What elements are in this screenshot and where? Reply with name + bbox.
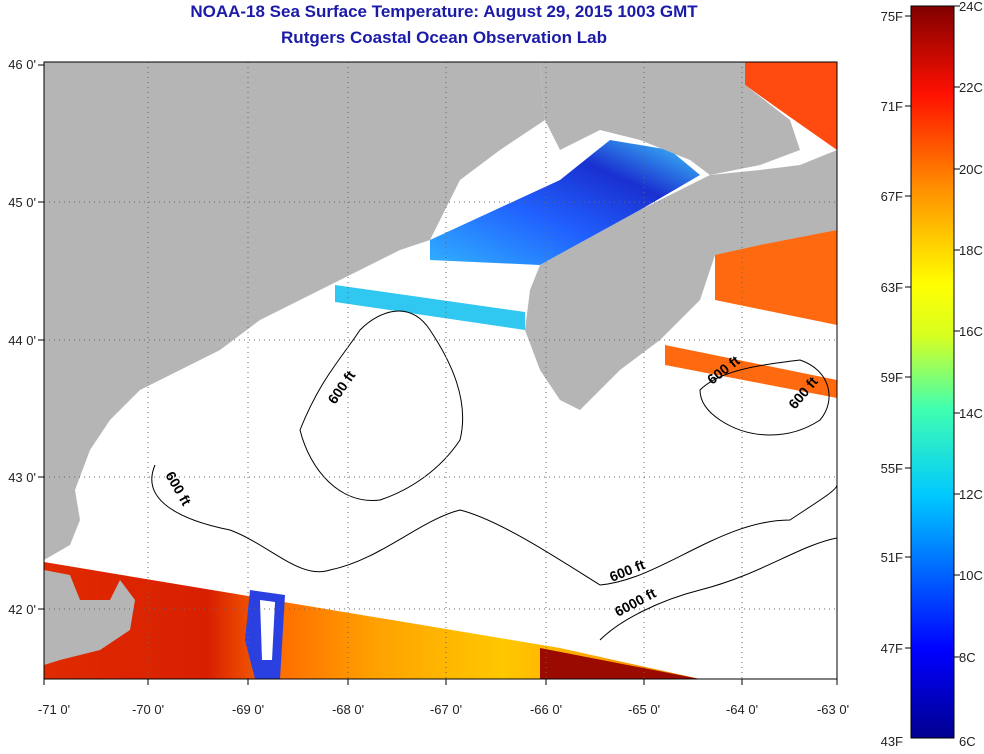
colorbar-f-label: 71F <box>881 99 903 114</box>
x-tick-label: -64 0' <box>726 702 758 717</box>
y-tick-label: 43 0' <box>8 470 36 485</box>
colorbar-f-label: 75F <box>881 9 903 24</box>
sst-swath-band <box>335 285 525 330</box>
colorbar-c-label: 6C <box>959 734 976 749</box>
colorbar-f-label: 47F <box>881 641 903 656</box>
x-tick-label: -65 0' <box>628 702 660 717</box>
sst-swath-east <box>665 345 837 398</box>
contour-600ft-main <box>151 464 837 586</box>
colorbar-c-label: 20C <box>959 162 983 177</box>
colorbar-c-label: 14C <box>959 406 983 421</box>
sst-cloud-gap <box>260 600 275 660</box>
land-new-brunswick <box>540 62 800 175</box>
sst-northeast <box>745 62 837 150</box>
x-tick-label: -66 0' <box>530 702 562 717</box>
colorbar-c-label: 24C <box>959 0 983 14</box>
colorbar-c-label: 10C <box>959 568 983 583</box>
bathymetry-contours <box>151 310 837 641</box>
x-tick-label: -69 0' <box>232 702 264 717</box>
colorbar-f-label: 51F <box>881 550 903 565</box>
y-tick-label: 45 0' <box>8 195 36 210</box>
colorbar-c-label: 18C <box>959 243 983 258</box>
x-tick-label: -70 0' <box>132 702 164 717</box>
contour-600ft-basin <box>299 310 464 501</box>
colorbar-f-label: 43F <box>881 734 903 749</box>
colorbar-f-label: 59F <box>881 370 903 385</box>
y-tick-label: 42 0' <box>8 602 36 617</box>
colorbar-c-label: 22C <box>959 80 983 95</box>
plot-frame <box>43 61 838 680</box>
contour-6000ft <box>599 537 837 641</box>
colorbar-c-label: 12C <box>959 487 983 502</box>
land-new-england <box>44 62 545 560</box>
land-nova-scotia <box>525 150 837 410</box>
map-subtitle: Rutgers Coastal Ocean Observation Lab <box>281 28 607 47</box>
map-plot-area: 600 ft 600 ft 600 ft 600 ft 600 ft 6000 … <box>44 62 837 679</box>
colorbar-c-label: 8C <box>959 650 976 665</box>
contour-600ft-east <box>699 359 830 436</box>
sst-swath-south <box>44 562 700 679</box>
sst-nova-scotia-shelf <box>715 230 837 325</box>
colorbar: 75F 71F 67F 63F 59F 55F 51F 47F 43F 24C … <box>881 0 983 749</box>
land-cape-cod <box>44 570 135 665</box>
x-tick-label: -71 0' <box>38 702 70 717</box>
sst-warm-patch <box>540 648 700 679</box>
x-tick-label: -67 0' <box>430 702 462 717</box>
x-tick-label: -63 0' <box>817 702 849 717</box>
y-tick-label: 46 0' <box>8 57 36 72</box>
x-tick-label: -68 0' <box>332 702 364 717</box>
y-axis: 46 0' 45 0' 44 0' 43 0' 42 0' <box>8 57 44 617</box>
colorbar-f-label: 55F <box>881 461 903 476</box>
colorbar-f-label: 63F <box>881 280 903 295</box>
colorbar-c-label: 16C <box>959 324 983 339</box>
graticule <box>44 62 837 679</box>
y-tick-label: 44 0' <box>8 333 36 348</box>
colorbar-f-label: 67F <box>881 189 903 204</box>
map-title: NOAA-18 Sea Surface Temperature: August … <box>190 2 698 21</box>
colorbar-gradient <box>910 5 955 739</box>
x-axis: -71 0' -70 0' -69 0' -68 0' -67 0' -66 0… <box>38 679 849 717</box>
